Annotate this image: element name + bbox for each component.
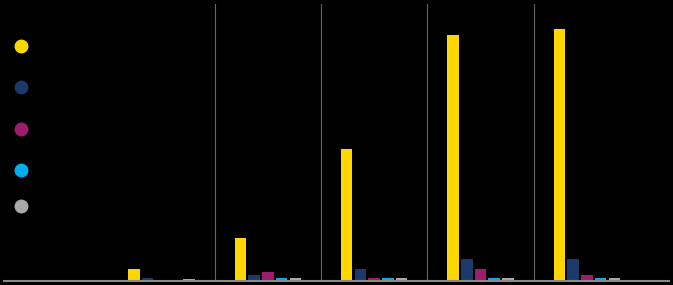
Bar [248,275,260,281]
Bar [461,259,472,281]
Bar [368,278,380,281]
Bar [595,278,606,281]
Bar [129,268,140,281]
Bar [341,149,353,281]
Bar [567,259,579,281]
Bar [502,278,513,281]
Bar [289,278,301,281]
Bar [382,278,394,281]
Bar [554,29,565,281]
Bar [448,35,459,281]
Bar [396,278,407,281]
Bar [489,278,500,281]
Bar [142,278,153,281]
Bar [355,268,366,281]
Bar [474,268,487,281]
Bar [262,272,274,281]
Bar [235,238,246,281]
Bar [183,279,194,281]
Bar [581,275,593,281]
Bar [608,278,620,281]
Bar [276,278,287,281]
